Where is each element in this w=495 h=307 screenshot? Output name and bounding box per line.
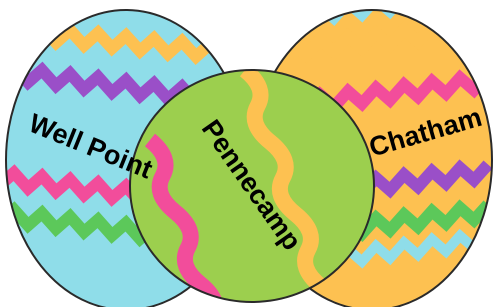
page: Well Point Pennecamp Chatham (() => { co… (0, 0, 495, 307)
egg-illustration: Well Point Pennecamp Chatham (0, 0, 495, 307)
